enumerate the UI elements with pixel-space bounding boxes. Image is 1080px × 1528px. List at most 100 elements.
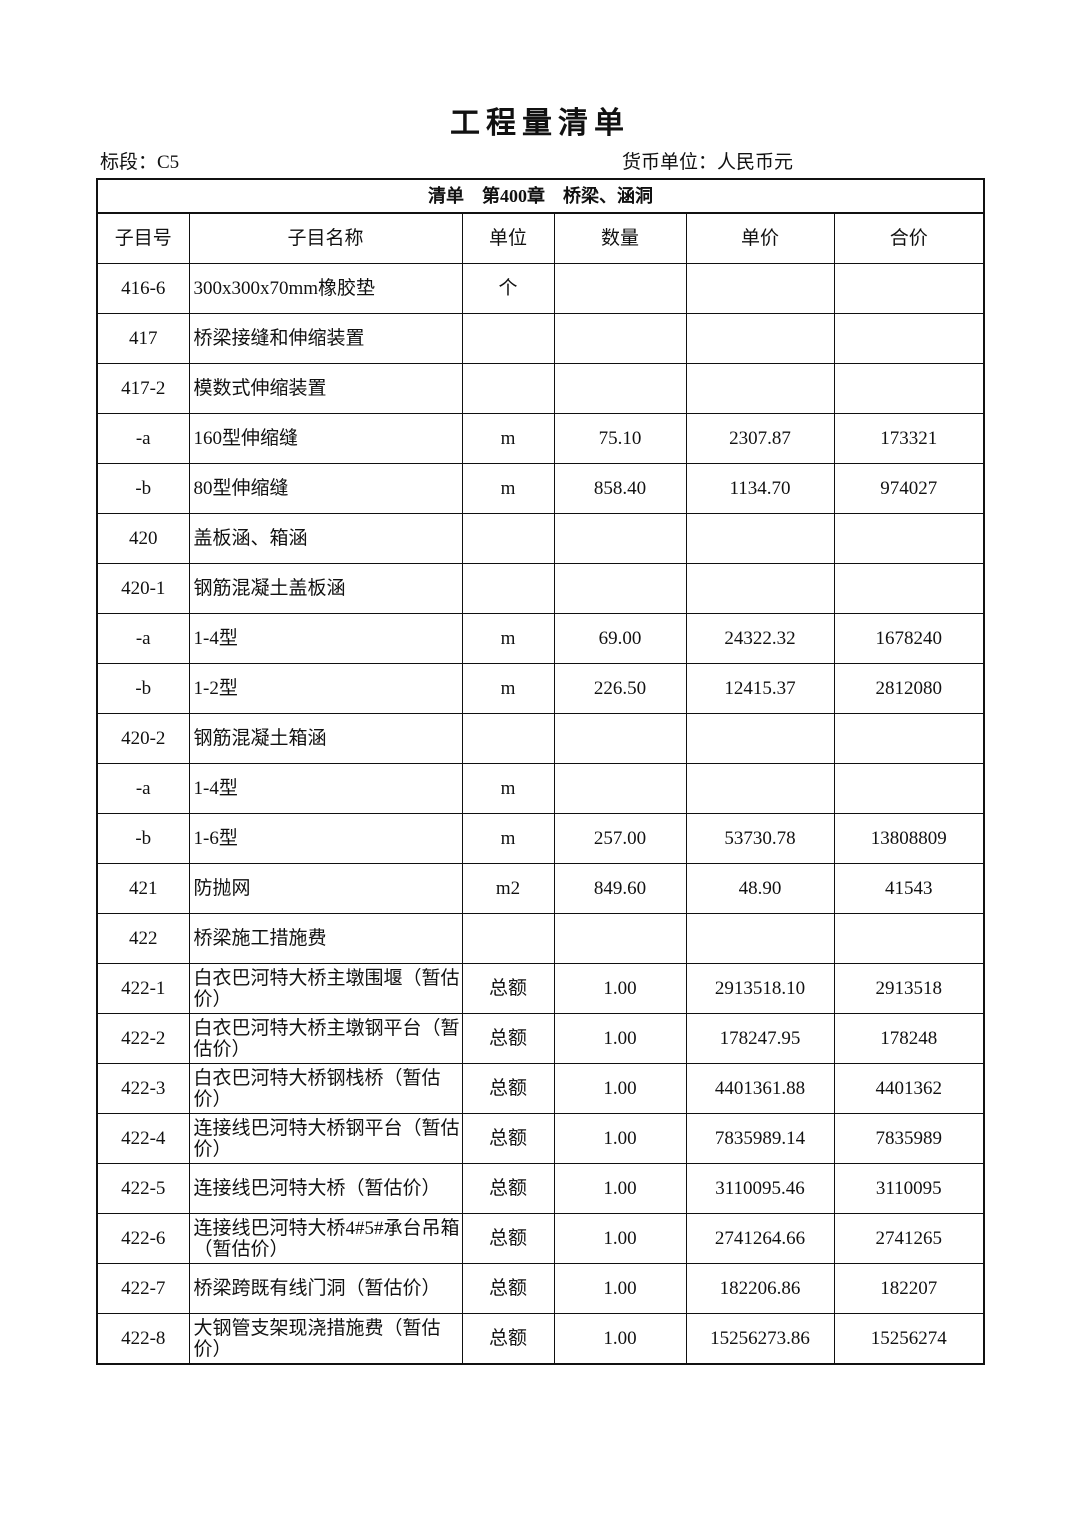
table-row: 422-2 白衣巴河特大桥主墩钢平台（暂估价） 总额 1.00 178247.95 178… [96, 1013, 985, 1064]
cell-item-no: -a [96, 763, 190, 814]
cell-quantity: 849.60 [553, 863, 687, 914]
chapter-title: 清单 第400章 桥梁、涵洞 [95, 178, 986, 214]
table-row: 420-2 钢筋混凝土箱涵 [96, 713, 985, 764]
cell-total-price: 13808809 [833, 813, 985, 864]
cell-unit: 总额 [461, 963, 555, 1014]
cell-quantity: 1.00 [553, 1213, 687, 1264]
cell-quantity [553, 263, 687, 314]
cell-total-price [833, 513, 985, 564]
cell-unit: 个 [461, 263, 555, 314]
cell-total-price [833, 363, 985, 414]
cell-total-price [833, 713, 985, 764]
cell-total-price [833, 313, 985, 364]
cell-item-no: 422-1 [96, 963, 190, 1014]
cell-quantity: 1.00 [553, 1013, 687, 1064]
cell-unit: 总额 [461, 1163, 555, 1214]
table-row: -b 1-6型 m 257.00 53730.78 13808809 [96, 813, 985, 864]
cell-total-price [833, 263, 985, 314]
cell-quantity: 1.00 [553, 963, 687, 1014]
cell-unit [461, 513, 555, 564]
cell-quantity [553, 763, 687, 814]
cell-item-name: 桥梁跨既有线门洞（暂估价） [188, 1263, 463, 1314]
cell-quantity: 1.00 [553, 1113, 687, 1164]
table-row: -a 1-4型 m [96, 763, 985, 814]
cell-unit: 总额 [461, 1263, 555, 1314]
cell-item-no: 420-2 [96, 713, 190, 764]
cell-unit-price: 12415.37 [685, 663, 835, 714]
cell-item-name: 80型伸缩缝 [188, 463, 463, 514]
cell-item-no: 420-1 [96, 563, 190, 614]
cell-unit: m [461, 413, 555, 464]
cell-unit-price: 2913518.10 [685, 963, 835, 1014]
table-row: -b 1-2型 m 226.50 12415.37 2812080 [96, 663, 985, 714]
cell-item-no: -b [96, 813, 190, 864]
cell-item-no: 422-3 [96, 1063, 190, 1114]
header-row: 子目号 子目名称 单位 数量 单价 合价 [96, 212, 985, 264]
cell-item-name: 1-4型 [188, 613, 463, 664]
cell-quantity: 69.00 [553, 613, 687, 664]
cell-unit: m [461, 813, 555, 864]
header-item-no: 子目号 [96, 212, 190, 264]
cell-item-no: -a [96, 413, 190, 464]
table-row: 422-7 桥梁跨既有线门洞（暂估价） 总额 1.00 182206.86 182207 [96, 1263, 985, 1314]
table-row: 421 防抛网 m2 849.60 48.90 41543 [96, 863, 985, 914]
table-row: 420 盖板涵、箱涵 [96, 513, 985, 564]
cell-unit: m [461, 763, 555, 814]
cell-item-name: 桥梁施工措施费 [188, 913, 463, 964]
cell-total-price: 2913518 [833, 963, 985, 1014]
cell-item-name: 1-2型 [188, 663, 463, 714]
table-row: 422-8 大钢管支架现浇措施费（暂估价） 总额 1.00 15256273.86 152… [96, 1313, 985, 1365]
cell-quantity: 1.00 [553, 1263, 687, 1314]
table-row: 422-5 连接线巴河特大桥（暂估价） 总额 1.00 3110095.46 311009… [96, 1163, 985, 1214]
cell-item-name: 钢筋混凝土箱涵 [188, 713, 463, 764]
cell-unit-price: 2741264.66 [685, 1213, 835, 1264]
cell-item-name: 160型伸缩缝 [188, 413, 463, 464]
cell-item-name: 盖板涵、箱涵 [188, 513, 463, 564]
document-title: 工程量清单 [450, 106, 630, 141]
cell-item-name: 300x300x70mm橡胶垫 [188, 263, 463, 314]
cell-unit-price: 182206.86 [685, 1263, 835, 1314]
cell-quantity [553, 913, 687, 964]
cell-unit: 总额 [461, 1013, 555, 1064]
cell-unit [461, 563, 555, 614]
cell-item-name: 防抛网 [188, 863, 463, 914]
cell-quantity [553, 713, 687, 764]
cell-total-price [833, 763, 985, 814]
cell-item-name: 1-4型 [188, 763, 463, 814]
cell-item-name: 连接线巴河特大桥钢平台（暂估价） [188, 1113, 463, 1164]
cell-unit-price: 178247.95 [685, 1013, 835, 1064]
cell-item-no: 422-6 [96, 1213, 190, 1264]
cell-total-price: 1678240 [833, 613, 985, 664]
cell-item-no: -a [96, 613, 190, 664]
table-row: 422 桥梁施工措施费 [96, 913, 985, 964]
cell-item-name: 桥梁接缝和伸缩装置 [188, 313, 463, 364]
header-total-price: 合价 [833, 212, 985, 264]
cell-total-price: 7835989 [833, 1113, 985, 1164]
table-row: -b 80型伸缩缝 m 858.40 1134.70 974027 [96, 463, 985, 514]
cell-unit-price [685, 513, 835, 564]
cell-unit: 总额 [461, 1063, 555, 1114]
table-row: 416-6 300x300x70mm橡胶垫个 [96, 263, 985, 314]
cell-unit-price [685, 913, 835, 964]
cell-total-price [833, 563, 985, 614]
cell-quantity: 75.10 [553, 413, 687, 464]
chapter-row: 清单 第400章 桥梁、涵洞 [95, 178, 986, 214]
table-row: 417 桥梁接缝和伸缩装置 [96, 313, 985, 364]
cell-total-price: 41543 [833, 863, 985, 914]
cell-quantity: 1.00 [553, 1063, 687, 1114]
cell-item-no: 422-4 [96, 1113, 190, 1164]
cell-unit-price [685, 763, 835, 814]
cell-total-price: 974027 [833, 463, 985, 514]
cell-item-no: 422-5 [96, 1163, 190, 1214]
cell-item-name: 白衣巴河特大桥钢栈桥（暂估价） [188, 1063, 463, 1114]
cell-unit-price [685, 263, 835, 314]
cell-quantity: 1.00 [553, 1163, 687, 1214]
table-row: 417-2 模数式伸缩装置 [96, 363, 985, 414]
cell-total-price: 178248 [833, 1013, 985, 1064]
cell-unit-price: 53730.78 [685, 813, 835, 864]
currency-label: 货币单位：人民币元 [622, 152, 794, 173]
cell-unit-price: 4401361.88 [685, 1063, 835, 1114]
cell-unit: m [461, 613, 555, 664]
cell-item-no: 421 [96, 863, 190, 914]
cell-item-no: 422 [96, 913, 190, 964]
